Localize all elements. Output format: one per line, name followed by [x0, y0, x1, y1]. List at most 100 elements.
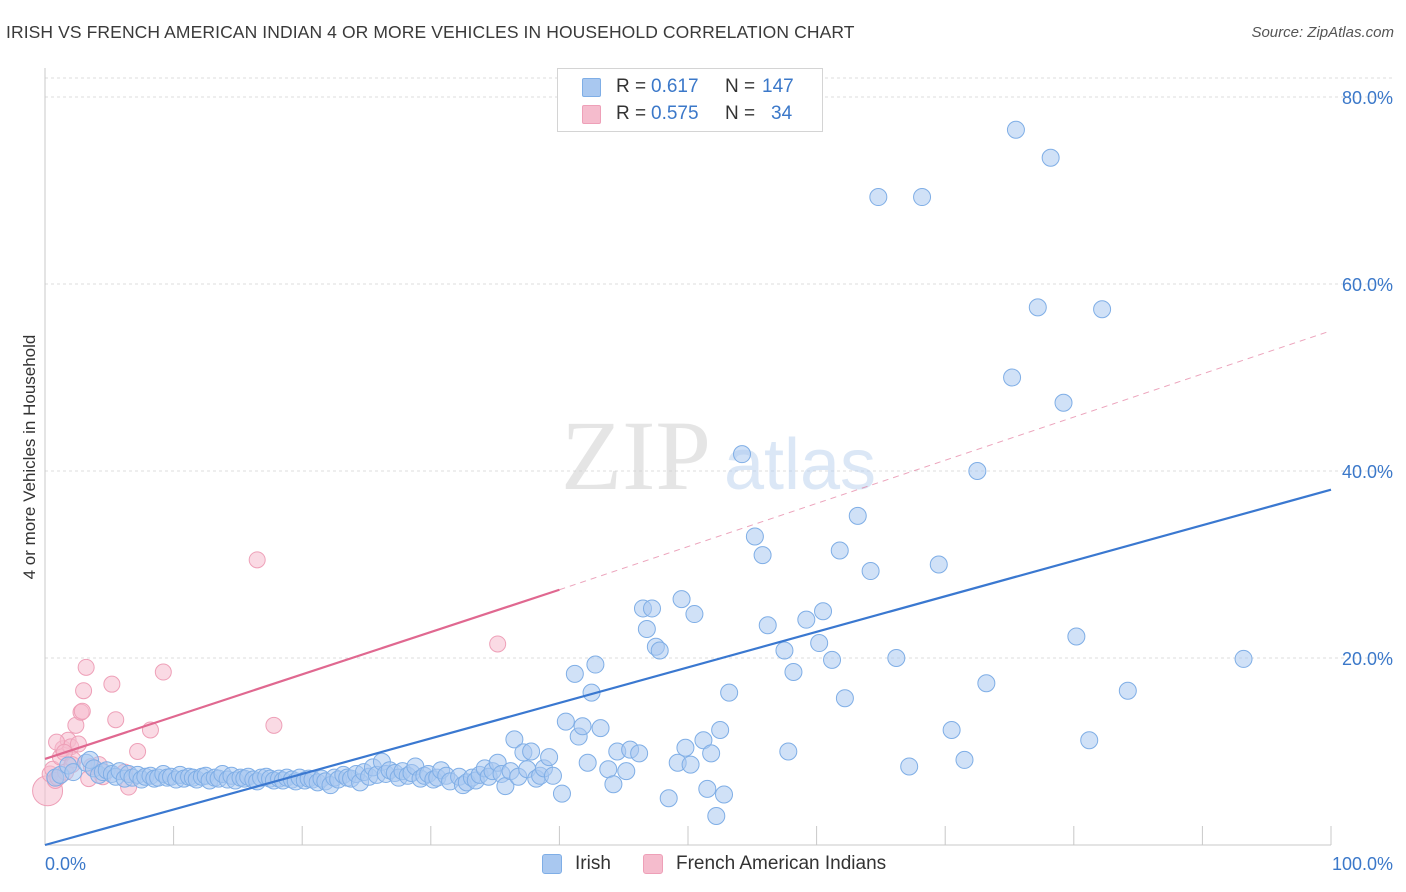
irish-point: [505, 730, 524, 749]
y-axis-label-group: 4 or more Vehicles in Household: [20, 335, 39, 580]
irish-point: [707, 807, 726, 826]
irish-trend-line: [44, 488, 1332, 847]
irish-point: [698, 779, 717, 798]
irish-point: [540, 748, 559, 767]
irish-point: [753, 546, 772, 565]
irish-point: [1003, 368, 1022, 387]
irish-point: [681, 755, 700, 774]
irish-point: [1234, 649, 1253, 668]
irish-point: [685, 605, 704, 624]
legend-label-irish: Irish: [575, 853, 611, 874]
irish-point: [711, 720, 730, 739]
irish-point: [672, 590, 691, 609]
irish-point: [676, 738, 695, 757]
irish-point: [720, 683, 739, 702]
irish-point: [797, 610, 816, 629]
irish-point: [810, 634, 829, 653]
y-axis-label: 4 or more Vehicles in Household: [20, 335, 39, 580]
grid-lines: [45, 77, 1395, 659]
irish-point: [1006, 120, 1025, 139]
irish-point: [977, 674, 996, 693]
n-value: 147: [762, 76, 794, 97]
legend-label-french: French American Indians: [676, 853, 887, 874]
axes: [44, 68, 1332, 846]
irish-swatch: [582, 78, 601, 97]
french-point: [129, 743, 147, 760]
x-tick-label-min: 0.0%: [45, 854, 86, 874]
irish-point: [835, 689, 854, 708]
irish-point: [630, 744, 649, 763]
r-label: R =: [616, 76, 647, 97]
irish-point: [659, 789, 678, 808]
trend-lines: [44, 330, 1332, 847]
french-swatch: [582, 105, 601, 124]
watermark: ZIP atlas: [561, 400, 876, 511]
irish-point: [650, 641, 669, 660]
watermark-atlas: atlas: [724, 425, 876, 505]
irish-point: [522, 742, 541, 761]
irish-point: [702, 744, 721, 763]
french-point: [77, 658, 95, 676]
irish-point: [869, 188, 888, 207]
irish-point: [1093, 300, 1112, 319]
irish-point: [565, 664, 584, 683]
irish-point: [745, 527, 764, 546]
irish-point: [64, 763, 83, 782]
irish-point: [642, 599, 661, 618]
irish-point: [1067, 627, 1086, 646]
french-point: [248, 551, 266, 569]
irish-point: [823, 650, 842, 669]
irish-point: [758, 616, 777, 635]
french-point: [107, 711, 125, 729]
irish-point: [617, 762, 636, 781]
irish-point: [861, 562, 880, 581]
irish-point: [1118, 681, 1137, 700]
y-tick-label: 60.0%: [1342, 275, 1393, 295]
french-point: [154, 663, 172, 681]
irish-point: [955, 750, 974, 769]
irish-point: [929, 555, 948, 574]
irish-point: [1041, 148, 1060, 167]
n-label: N =: [725, 76, 756, 97]
irish-point: [637, 620, 656, 639]
watermark-zip: ZIP: [561, 400, 711, 511]
irish-point: [913, 188, 932, 207]
irish-point: [599, 760, 618, 779]
source-credit: Source: ZipAtlas.com: [1251, 24, 1394, 41]
french-point: [103, 675, 121, 693]
chart-title: IRISH VS FRENCH AMERICAN INDIAN 4 OR MOR…: [6, 22, 855, 42]
irish-legend-swatch: [542, 854, 562, 874]
irish-point: [715, 785, 734, 804]
irish-point: [830, 541, 849, 560]
irish-point: [573, 717, 592, 736]
irish-point: [543, 766, 562, 785]
french-point: [489, 635, 507, 653]
irish-point: [968, 462, 987, 480]
irish-point: [775, 641, 794, 660]
bottom-legend: Irish French American Indians: [0, 852, 1406, 878]
n-value: 34: [771, 103, 793, 124]
french-point: [73, 702, 91, 720]
irish-point: [586, 655, 605, 674]
irish-point: [784, 663, 803, 682]
irish-point: [604, 775, 623, 794]
irish-point: [578, 753, 597, 772]
french-legend-swatch: [643, 854, 663, 874]
x-tick-label-max: 100.0%: [1332, 854, 1393, 874]
french-point: [69, 735, 87, 753]
r-value: 0.617: [651, 76, 699, 97]
irish-point: [779, 742, 798, 761]
irish-point: [556, 712, 575, 731]
n-label: N =: [725, 103, 756, 124]
irish-point: [552, 784, 571, 803]
y-tick-label: 80.0%: [1342, 88, 1393, 108]
r-label: R =: [616, 103, 647, 124]
irish-point: [591, 719, 610, 738]
r-value: 0.575: [651, 103, 699, 124]
irish-point: [733, 445, 752, 464]
irish-point: [1080, 731, 1099, 750]
y-tick-label: 20.0%: [1342, 649, 1393, 669]
irish-point: [1028, 298, 1047, 317]
irish-point: [814, 602, 833, 621]
